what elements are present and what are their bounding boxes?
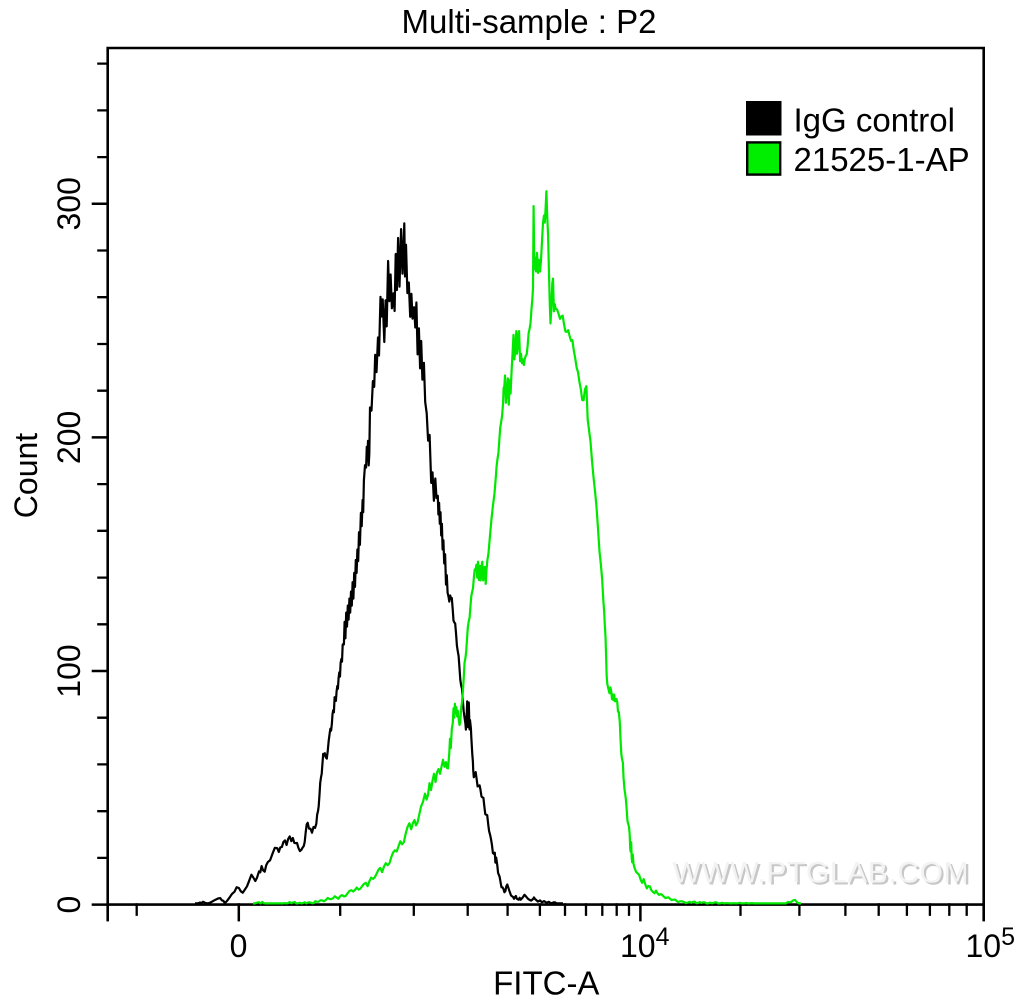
svg-text:WWW.PTGLAB.COM: WWW.PTGLAB.COM [672,856,969,889]
svg-text:Multi-sample : P2: Multi-sample : P2 [402,3,657,40]
svg-text:IgG control: IgG control [794,102,955,139]
svg-text:FITC-A: FITC-A [493,964,599,1001]
svg-text:300: 300 [51,177,87,230]
svg-text:21525-1-AP: 21525-1-AP [794,141,970,178]
svg-text:200: 200 [51,411,87,464]
svg-text:Count: Count [8,433,44,519]
svg-text:WWW.PTGLAB.COM: WWW.PTGLAB.COM [675,858,972,891]
svg-text:100: 100 [51,644,87,697]
svg-text:0: 0 [230,928,248,964]
svg-text:0: 0 [51,896,87,914]
